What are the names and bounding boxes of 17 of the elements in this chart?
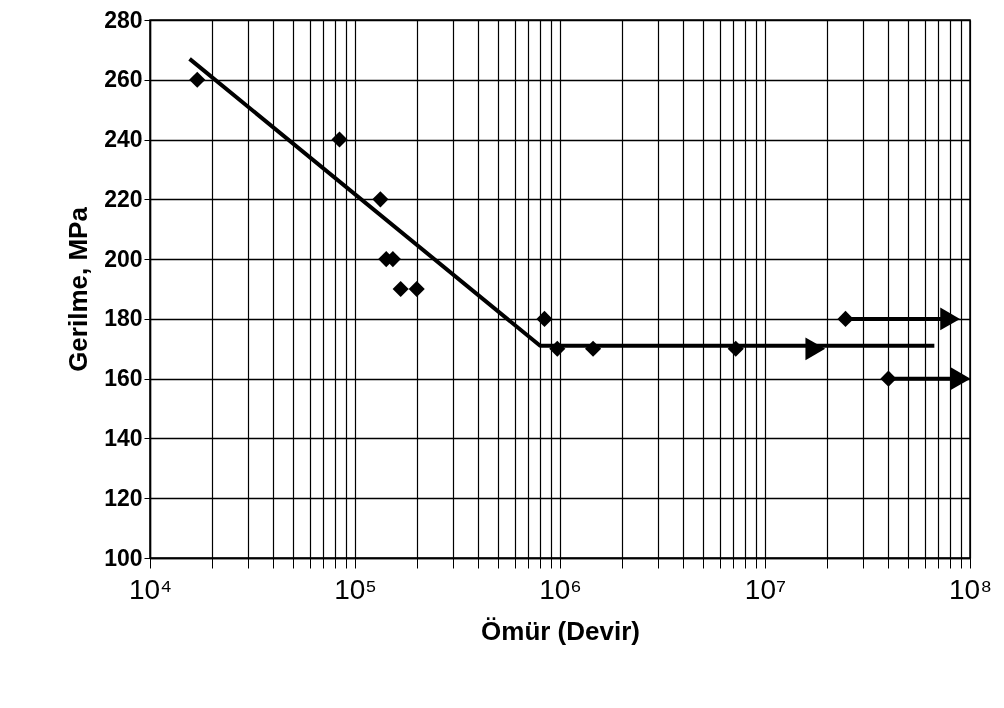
y-tick-label: 220 <box>104 185 143 212</box>
x-tick-label: 10⁷ <box>744 573 787 605</box>
y-tick-label: 200 <box>104 245 143 272</box>
y-tick-label: 240 <box>104 126 143 153</box>
x-tick-label: 10⁸ <box>949 573 992 605</box>
x-tick-label: 10⁵ <box>334 573 377 605</box>
y-tick-label: 140 <box>104 424 143 451</box>
y-tick-label: 160 <box>104 365 143 392</box>
y-tick-label: 260 <box>104 66 143 93</box>
y-tick-label: 180 <box>104 305 143 332</box>
y-tick-label: 280 <box>104 6 143 33</box>
y-tick-label: 120 <box>104 484 143 511</box>
x-tick-label: 10⁴ <box>128 573 173 605</box>
x-axis-title: Ömür (Devir) <box>481 615 640 646</box>
x-tick-label: 10⁶ <box>539 573 582 605</box>
y-tick-label: 100 <box>104 544 143 571</box>
y-axis-title: Gerilme, MPa <box>63 206 94 372</box>
